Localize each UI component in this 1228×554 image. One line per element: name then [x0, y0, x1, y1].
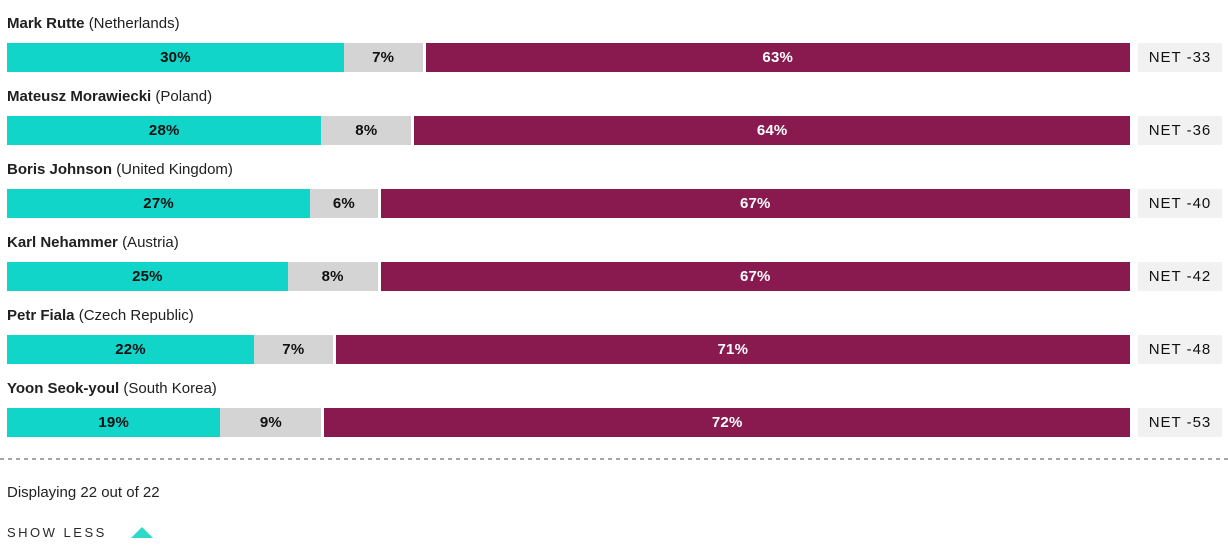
bar-track: 25% 8% 67% — [7, 262, 1130, 291]
net-badge: NET -40 — [1138, 189, 1222, 218]
positive-value-label: 27% — [143, 195, 174, 212]
negative-value-label: 67% — [739, 268, 771, 285]
positive-bar-segment: 19% — [7, 408, 221, 437]
positive-bar-segment: 22% — [7, 335, 255, 364]
positive-bar-segment: 25% — [7, 262, 288, 291]
neutral-value-label: 7% — [282, 341, 305, 358]
positive-value-label: 22% — [115, 341, 146, 358]
negative-bar-segment: 63% — [425, 43, 1130, 72]
bar-line: 22% 7% 71% NET -48 — [7, 335, 1228, 364]
show-less-label: SHOW LESS — [7, 525, 107, 540]
leader-name: Mark Rutte — [7, 15, 85, 32]
bar-line: 30% 7% 63% NET -33 — [7, 43, 1228, 72]
neutral-bar-segment: 7% — [254, 335, 333, 364]
leader-row: Yoon Seok-youl (South Korea) 19% 9% 72% … — [7, 379, 1228, 452]
leader-country: (United Kingdom) — [116, 161, 233, 178]
positive-value-label: 25% — [132, 268, 163, 285]
leader-title: Mark Rutte (Netherlands) — [7, 14, 1228, 34]
leader-name: Petr Fiala — [7, 307, 75, 324]
leader-name: Karl Nehammer — [7, 234, 118, 251]
leader-row: Mateusz Morawiecki (Poland) 28% 8% 64% N… — [7, 87, 1228, 160]
neutral-value-label: 8% — [321, 268, 344, 285]
displaying-count-text: Displaying 22 out of 22 — [7, 484, 160, 501]
neutral-value-label: 6% — [332, 195, 355, 212]
negative-value-label: 71% — [717, 341, 749, 358]
dashed-divider — [0, 458, 1228, 460]
neutral-bar-segment: 8% — [321, 116, 412, 145]
neutral-bar-segment: 7% — [343, 43, 423, 72]
positive-bar-segment: 30% — [7, 43, 344, 72]
negative-bar-segment: 67% — [380, 262, 1130, 291]
leader-title: Yoon Seok-youl (South Korea) — [7, 379, 1228, 399]
positive-value-label: 30% — [160, 49, 191, 66]
leader-row: Petr Fiala (Czech Republic) 22% 7% 71% N… — [7, 306, 1228, 379]
net-badge: NET -48 — [1138, 335, 1222, 364]
show-less-button[interactable]: SHOW LESS — [7, 525, 153, 540]
negative-value-label: 63% — [762, 49, 794, 66]
neutral-value-label: 9% — [259, 414, 282, 431]
negative-value-label: 72% — [711, 414, 743, 431]
bar-line: 25% 8% 67% NET -42 — [7, 262, 1228, 291]
leader-rows: Mark Rutte (Netherlands) 30% 7% 63% NET … — [7, 14, 1228, 452]
bar-track: 28% 8% 64% — [7, 116, 1130, 145]
leader-name: Yoon Seok-youl — [7, 380, 120, 397]
bar-line: 27% 6% 67% NET -40 — [7, 189, 1228, 218]
net-badge: NET -33 — [1138, 43, 1222, 72]
neutral-bar-segment: 6% — [310, 189, 378, 218]
bar-track: 22% 7% 71% — [7, 335, 1130, 364]
negative-bar-segment: 71% — [335, 335, 1130, 364]
net-badge: NET -42 — [1138, 262, 1222, 291]
bar-line: 28% 8% 64% NET -36 — [7, 116, 1228, 145]
approval-chart: Mark Rutte (Netherlands) 30% 7% 63% NET … — [0, 14, 1228, 540]
leader-name: Boris Johnson — [7, 161, 113, 178]
leader-title: Boris Johnson (United Kingdom) — [7, 160, 1228, 180]
positive-value-label: 19% — [98, 414, 129, 431]
net-badge: NET -53 — [1138, 408, 1222, 437]
leader-title: Petr Fiala (Czech Republic) — [7, 306, 1228, 326]
leader-country: (Czech Republic) — [78, 307, 194, 324]
leader-country: (Austria) — [122, 234, 179, 251]
bar-track: 27% 6% 67% — [7, 189, 1130, 218]
negative-bar-segment: 72% — [324, 408, 1130, 437]
leader-row: Boris Johnson (United Kingdom) 27% 6% 67… — [7, 160, 1228, 233]
negative-bar-segment: 67% — [380, 189, 1130, 218]
leader-row: Karl Nehammer (Austria) 25% 8% 67% NET -… — [7, 233, 1228, 306]
leader-title: Mateusz Morawiecki (Poland) — [7, 87, 1228, 107]
neutral-value-label: 8% — [355, 122, 378, 139]
chevron-up-icon — [130, 527, 153, 538]
positive-bar-segment: 27% — [7, 189, 311, 218]
neutral-bar-segment: 8% — [287, 262, 378, 291]
negative-value-label: 67% — [739, 195, 771, 212]
negative-value-label: 64% — [756, 122, 788, 139]
leader-title: Karl Nehammer (Austria) — [7, 233, 1228, 253]
leader-country: (Netherlands) — [88, 15, 180, 32]
leader-row: Mark Rutte (Netherlands) 30% 7% 63% NET … — [7, 14, 1228, 87]
leader-country: (Poland) — [155, 88, 213, 105]
bar-track: 19% 9% 72% — [7, 408, 1130, 437]
negative-bar-segment: 64% — [414, 116, 1130, 145]
positive-bar-segment: 28% — [7, 116, 322, 145]
neutral-value-label: 7% — [372, 49, 395, 66]
bar-track: 30% 7% 63% — [7, 43, 1130, 72]
leader-name: Mateusz Morawiecki — [7, 88, 152, 105]
net-badge: NET -36 — [1138, 116, 1222, 145]
positive-value-label: 28% — [148, 122, 180, 139]
neutral-bar-segment: 9% — [220, 408, 322, 437]
bar-line: 19% 9% 72% NET -53 — [7, 408, 1228, 437]
leader-country: (South Korea) — [123, 380, 217, 397]
